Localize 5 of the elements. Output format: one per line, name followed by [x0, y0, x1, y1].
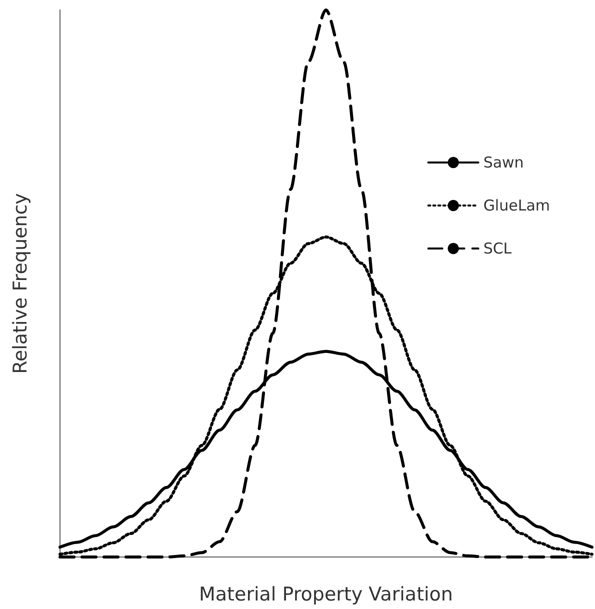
legend-label: GlueLam — [483, 196, 550, 214]
y-axis-title: Relative Frequency — [10, 193, 32, 374]
legend-label: Sawn — [483, 154, 524, 172]
x-axis-title: Material Property Variation — [199, 584, 453, 606]
legend-label: SCL — [483, 240, 512, 258]
